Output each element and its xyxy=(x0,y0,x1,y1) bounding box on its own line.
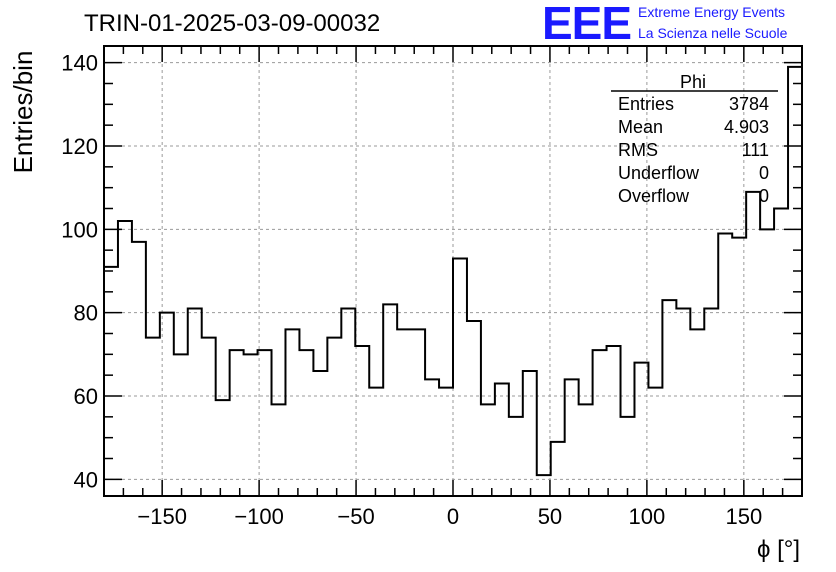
histogram-bin xyxy=(188,309,202,497)
histogram-bin xyxy=(648,388,662,496)
histogram-bin xyxy=(174,354,188,496)
x-tick-label: −150 xyxy=(137,504,187,529)
logo-line-1: Extreme Energy Events xyxy=(638,4,786,20)
histogram-bin xyxy=(704,309,718,497)
stats-mean-label: Mean xyxy=(618,117,663,137)
histogram-bin xyxy=(160,313,174,496)
histogram-bin xyxy=(621,417,635,496)
histogram-bin xyxy=(676,309,690,497)
stats-overflow-value: 0 xyxy=(759,186,769,206)
x-tick-label: 150 xyxy=(725,504,762,529)
x-tick-label: 100 xyxy=(629,504,666,529)
histogram-bin xyxy=(313,371,327,496)
histogram-bin xyxy=(118,221,132,496)
histogram-bin xyxy=(523,371,537,496)
histogram-bin xyxy=(774,209,788,497)
histogram-bin xyxy=(230,350,244,496)
histogram-bin xyxy=(397,329,411,496)
histogram-bin xyxy=(607,346,621,496)
histogram-bin xyxy=(579,404,593,496)
histogram-bin xyxy=(216,400,230,496)
histogram-bin xyxy=(341,309,355,497)
histogram-bin xyxy=(788,67,802,496)
histogram-bin xyxy=(369,388,383,496)
histogram-series xyxy=(104,65,802,497)
x-tick-label: −50 xyxy=(337,504,374,529)
stats-title: Phi xyxy=(680,72,706,92)
stats-underflow-value: 0 xyxy=(759,163,769,183)
histogram-bin xyxy=(760,229,774,496)
histogram-bin xyxy=(537,475,551,496)
histogram-bin xyxy=(551,442,565,496)
x-tick-label: 0 xyxy=(447,504,459,529)
stats-rms-value: 111 xyxy=(742,140,769,160)
histogram-bin xyxy=(732,238,746,496)
histogram-bin xyxy=(244,354,258,496)
y-tick-label: 60 xyxy=(74,384,98,409)
histogram-bin xyxy=(425,379,439,496)
histogram-bin xyxy=(509,417,523,496)
axes: −150 −100 −50 0 50 100 150 40 60 80 100 120 140 xyxy=(61,45,803,529)
histogram-bin xyxy=(690,329,704,496)
y-tick-label: 40 xyxy=(74,467,98,492)
stats-rms-label: RMS xyxy=(618,140,658,160)
eee-logo: EEE xyxy=(542,0,632,49)
histogram-bin xyxy=(439,388,453,496)
histogram-step-line xyxy=(104,65,802,477)
histogram-bin xyxy=(746,192,760,496)
x-axis-label: ϕ [°] xyxy=(757,536,800,563)
histogram-bin xyxy=(467,321,481,496)
histogram-bin xyxy=(327,338,341,496)
histogram-bin xyxy=(634,363,648,496)
histogram-bin xyxy=(481,404,495,496)
x-tick-label: −100 xyxy=(234,504,284,529)
stats-entries-label: Entries xyxy=(618,94,674,114)
histogram-bin xyxy=(146,338,160,496)
histogram-bin xyxy=(383,304,397,496)
stats-mean-value: 4.903 xyxy=(724,117,769,137)
histogram-bin xyxy=(285,329,299,496)
y-tick-label: 140 xyxy=(61,51,98,76)
histogram-bin xyxy=(132,242,146,496)
run-title: TRIN-01-2025-03-09-00032 xyxy=(84,10,381,37)
histogram-bin xyxy=(718,234,732,497)
histogram-bin xyxy=(411,329,425,496)
histogram-bin xyxy=(272,404,286,496)
histogram-bin xyxy=(202,338,216,496)
stats-entries-value: 3784 xyxy=(729,94,769,114)
logo-line-2: La Scienza nelle Scuole xyxy=(638,25,788,41)
y-axis-label: Entries/bin xyxy=(8,51,38,174)
histogram-bin xyxy=(355,346,369,496)
stats-box: Phi Entries 3784 Mean 4.903 RMS 111 Unde… xyxy=(611,72,778,206)
y-tick-label: 100 xyxy=(61,217,98,242)
histogram-bin xyxy=(565,379,579,496)
histogram-bin xyxy=(453,259,467,497)
y-tick-label: 120 xyxy=(61,134,98,159)
histogram-bin xyxy=(495,384,509,497)
histogram-bin xyxy=(104,267,118,496)
stats-underflow-label: Underflow xyxy=(618,163,700,183)
stats-overflow-label: Overflow xyxy=(618,186,690,206)
histogram-bin xyxy=(662,300,676,496)
x-tick-label: 50 xyxy=(538,504,562,529)
histogram-bin xyxy=(593,350,607,496)
histogram-bin xyxy=(299,350,313,496)
histogram-bin xyxy=(258,350,272,496)
y-tick-label: 80 xyxy=(74,301,98,326)
